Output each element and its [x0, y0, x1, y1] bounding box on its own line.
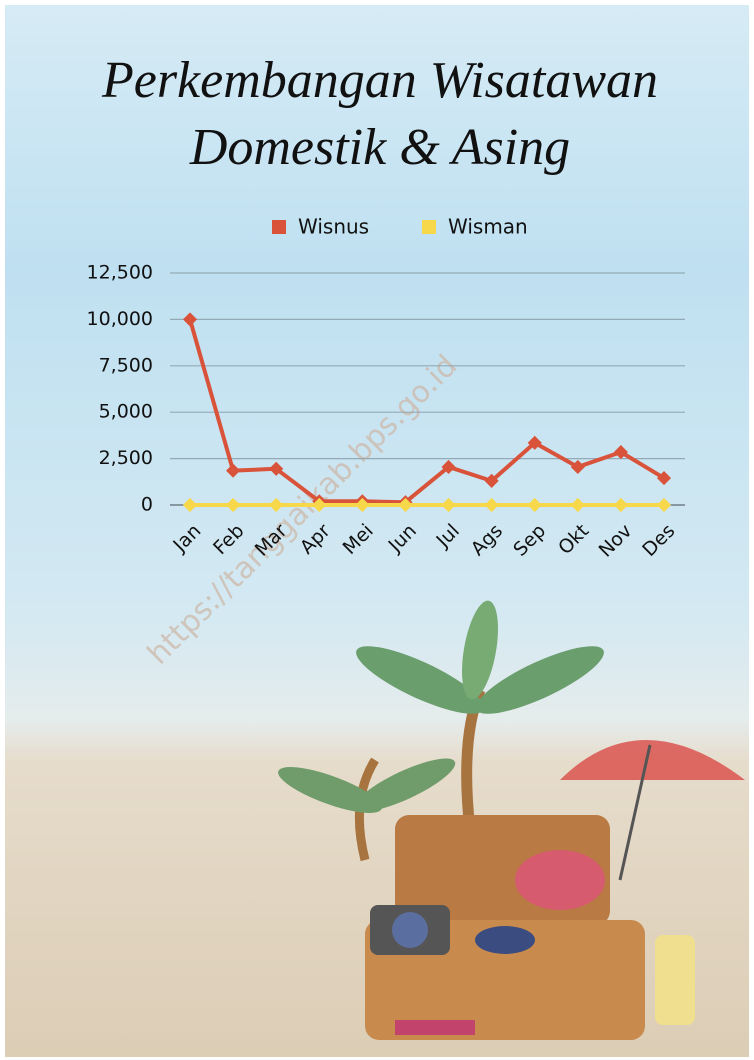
y-tick-label: 0 [141, 494, 153, 516]
legend-swatch [422, 220, 436, 234]
page: https://tanggaikab.bps.go.id Perkembanga… [0, 0, 754, 1060]
y-tick-label: 5,000 [99, 401, 153, 423]
legend-swatch [272, 220, 286, 234]
chart-title: Perkembangan Wisatawan [101, 52, 658, 109]
y-tick-label: 2,500 [99, 447, 153, 469]
chart-title: Domestik & Asing [189, 119, 570, 176]
y-tick-label: 7,500 [99, 354, 153, 376]
y-tick-label: 10,000 [87, 308, 153, 330]
legend-label: Wisman [448, 215, 528, 239]
legend-label: Wisnus [298, 215, 369, 239]
y-tick-label: 12,500 [87, 262, 153, 284]
